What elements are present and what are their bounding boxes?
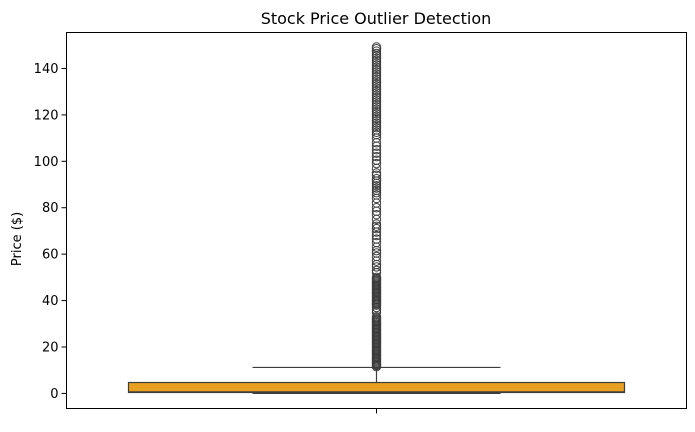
outlier-point (371, 55, 382, 66)
outlier-point (371, 115, 382, 126)
outlier-point (371, 102, 382, 112)
outlier-point (371, 221, 382, 232)
outlier-point (371, 97, 382, 107)
outlier-point (371, 95, 382, 105)
outlier-point (371, 109, 382, 119)
outlier-point (371, 151, 382, 162)
y-tick-label: 80 (42, 201, 59, 216)
outlier-point (371, 90, 382, 100)
outlier-point (371, 155, 382, 165)
outlier-point (371, 129, 382, 140)
outlier-point (371, 262, 382, 272)
outlier-point (371, 120, 382, 131)
outlier-point (371, 127, 382, 138)
outlier-point (371, 272, 382, 283)
outlier-point (371, 71, 382, 82)
outlier-point (371, 48, 382, 59)
outlier-point (371, 223, 382, 234)
outlier-point (371, 42, 382, 52)
outlier-point (371, 83, 382, 93)
outlier-point (371, 312, 382, 322)
outlier-point (371, 230, 382, 241)
outlier-point (371, 99, 382, 110)
outlier-point (371, 67, 382, 77)
outlier-point (371, 118, 382, 128)
chart-title: Stock Price Outlier Detection (261, 9, 492, 28)
outlier-point (371, 60, 382, 70)
outlier-point (371, 209, 382, 220)
plot-frame (66, 32, 687, 409)
outlier-point (371, 180, 382, 191)
outlier-point (371, 113, 382, 124)
outlier-point (371, 219, 382, 229)
outlier-point (371, 74, 382, 84)
outlier-point (371, 237, 382, 248)
y-tick-label: 0 (50, 387, 58, 402)
outlier-point (371, 158, 382, 169)
outlier-point (371, 185, 382, 196)
outlier-point (371, 106, 382, 117)
y-tick-label: 140 (34, 62, 59, 77)
outlier-point (371, 234, 382, 244)
outlier-point (371, 122, 382, 133)
y-tick-label: 120 (34, 108, 59, 123)
outlier-point (371, 111, 382, 121)
outlier-point (371, 187, 382, 198)
y-tick-label: 100 (34, 155, 59, 170)
y-axis-label: Price ($) (10, 212, 25, 266)
outlier-point (371, 251, 382, 262)
outlier-point (371, 265, 382, 276)
outlier-point (371, 168, 382, 178)
outlier-point (371, 57, 382, 68)
outlier-point (371, 76, 382, 86)
y-axis-ticks: 0 20 40 60 80 100 120 140 (34, 62, 377, 414)
outlier-point (371, 148, 382, 158)
outlier-point (371, 92, 382, 103)
outlier-point (371, 248, 382, 258)
outlier-point (371, 46, 382, 56)
iqr-box (127, 381, 626, 394)
outlier-point (371, 69, 382, 79)
y-tick-label: 60 (42, 248, 59, 263)
outlier-point (371, 78, 382, 89)
outlier-point (371, 125, 382, 135)
outlier-point (371, 190, 382, 200)
outlier-point (371, 64, 382, 75)
plot-area (127, 42, 626, 395)
y-tick-label: 20 (42, 340, 59, 355)
outlier-point (371, 81, 382, 91)
outlier-point (371, 145, 382, 155)
outlier-point (371, 203, 382, 213)
outlier-point (371, 174, 382, 184)
outlier-point (371, 104, 382, 114)
outlier-point (371, 53, 382, 63)
outlier-point (371, 88, 382, 98)
outlier-point (371, 183, 382, 193)
outlier-point (371, 170, 382, 180)
outlier-point (371, 85, 382, 96)
outlier-point (371, 62, 382, 73)
y-tick-label: 40 (42, 294, 59, 309)
